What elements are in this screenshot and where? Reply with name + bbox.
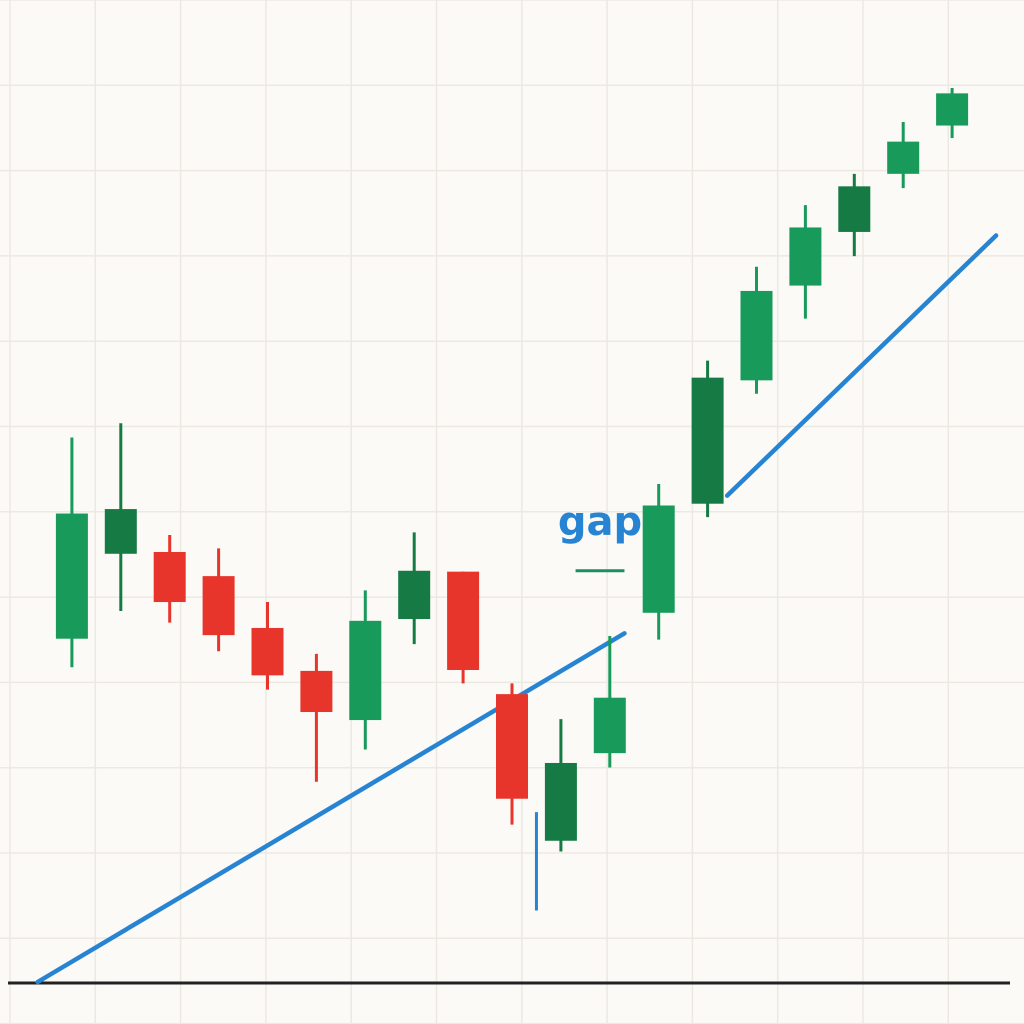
candle-body-up	[740, 290, 773, 381]
candle-body-up	[936, 93, 969, 126]
candle-body-down	[251, 627, 284, 676]
candle-body-down	[153, 551, 186, 603]
candle-body-down	[496, 694, 528, 799]
candle-body-up	[55, 513, 88, 639]
candle-body-up	[544, 762, 577, 841]
candle-body-up	[642, 505, 675, 613]
candle-body-up	[398, 570, 431, 620]
candle-body-down	[447, 571, 480, 670]
candle-body-up	[691, 377, 724, 504]
candle-body-up	[789, 227, 822, 286]
candle-body-down	[202, 576, 235, 636]
candle-body-up	[887, 141, 920, 174]
trendline-1	[35, 631, 627, 985]
candle-body-up	[349, 620, 382, 721]
candle-body-up	[104, 509, 137, 554]
candle-body-down	[300, 670, 333, 713]
candle-body-up	[593, 697, 626, 754]
candle-body-up	[838, 186, 871, 232]
annotation-label: gap	[558, 499, 642, 545]
trendline-2	[724, 233, 999, 498]
